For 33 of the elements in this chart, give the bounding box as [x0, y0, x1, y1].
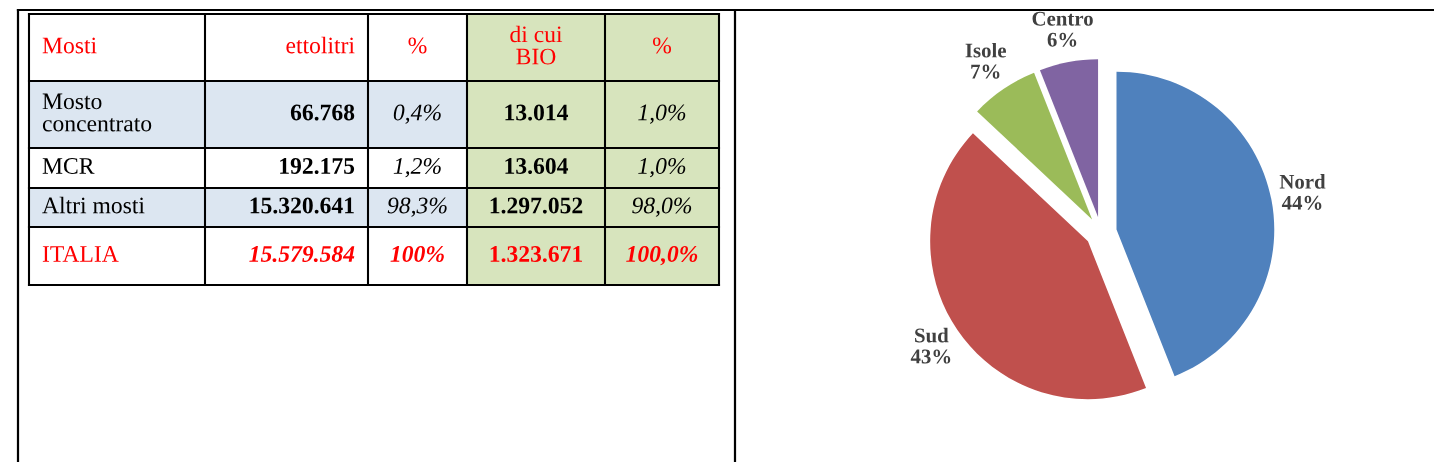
text: 100% — [390, 245, 444, 262]
text: 1.297.052 — [490, 197, 583, 214]
slice-label: Centro — [1032, 11, 1093, 26]
data-label: 7% — [971, 64, 1000, 79]
text: 0,4% — [393, 104, 441, 124]
text: 66.768 — [290, 104, 355, 121]
text: 98,0% — [632, 197, 692, 217]
text: 13.014 — [505, 104, 569, 121]
category-label: % — [652, 37, 672, 54]
category-label: Mosto concentrato — [42, 93, 152, 132]
category-label: ettolitri — [286, 36, 355, 54]
text: 1.323.671 — [490, 246, 582, 263]
text: 15.579.584 — [249, 245, 355, 263]
text: 98,3% — [387, 197, 447, 217]
slice-label: Sud — [915, 327, 949, 343]
category-label: di cui BIO — [510, 25, 563, 65]
data-label: 44% — [1281, 195, 1322, 210]
category-label: MCR — [42, 158, 95, 174]
text: 1,0% — [638, 157, 686, 178]
text: 100,0% — [626, 245, 698, 266]
category-label: ITALIA — [42, 246, 119, 262]
data-label: 6% — [1047, 32, 1077, 47]
text: 15.320.641 — [250, 197, 354, 214]
category-label: Altri mosti — [42, 196, 145, 214]
slice-label: Nord — [1279, 174, 1326, 189]
category-label: % — [408, 37, 427, 54]
text: 192.175 — [280, 158, 355, 175]
text: 1,0% — [638, 104, 686, 124]
text: 1,2% — [393, 157, 441, 178]
text: Mosti — [42, 37, 97, 54]
data-label: 43% — [910, 349, 951, 364]
text: 13.604 — [505, 157, 569, 175]
slice-label: Isole — [965, 42, 1006, 58]
